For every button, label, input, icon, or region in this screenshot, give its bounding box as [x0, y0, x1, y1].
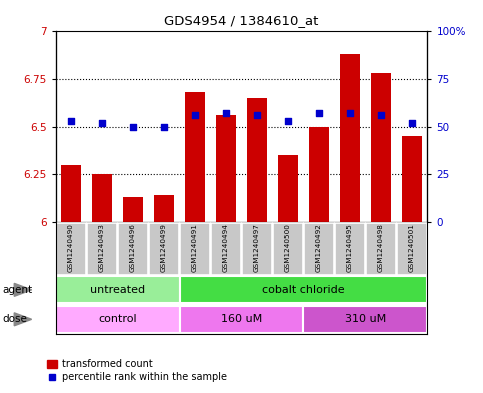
Bar — [247, 98, 267, 222]
Bar — [118, 222, 148, 275]
Text: GSM1240496: GSM1240496 — [130, 223, 136, 272]
Bar — [371, 73, 391, 222]
Text: untreated: untreated — [90, 285, 145, 295]
Text: cobalt chloride: cobalt chloride — [262, 285, 345, 295]
Bar — [123, 197, 143, 222]
Text: GSM1240501: GSM1240501 — [409, 223, 415, 272]
Point — [129, 123, 137, 130]
Bar — [303, 306, 427, 333]
Text: 310 uM: 310 uM — [345, 314, 386, 324]
Point — [191, 112, 199, 118]
Bar — [278, 155, 298, 222]
Bar — [92, 174, 112, 222]
Bar — [402, 136, 422, 222]
Text: GSM1240500: GSM1240500 — [285, 223, 291, 272]
Text: GSM1240499: GSM1240499 — [161, 223, 167, 272]
Text: agent: agent — [2, 285, 32, 295]
Bar — [397, 222, 427, 275]
Point — [98, 120, 106, 126]
Text: control: control — [98, 314, 137, 324]
Text: GSM1240494: GSM1240494 — [223, 223, 229, 272]
Bar — [149, 222, 179, 275]
Text: GSM1240491: GSM1240491 — [192, 223, 198, 272]
Bar — [56, 222, 86, 275]
Text: GSM1240495: GSM1240495 — [347, 223, 353, 272]
Bar — [340, 54, 360, 222]
Bar — [185, 92, 205, 222]
Bar — [180, 276, 427, 303]
Text: GDS4954 / 1384610_at: GDS4954 / 1384610_at — [164, 14, 319, 27]
Bar — [211, 222, 242, 275]
Bar — [56, 276, 180, 303]
Legend: transformed count, percentile rank within the sample: transformed count, percentile rank withi… — [43, 356, 231, 386]
Point — [377, 112, 385, 118]
Bar — [304, 222, 334, 275]
Bar — [242, 222, 272, 275]
Text: GSM1240492: GSM1240492 — [316, 223, 322, 272]
Point — [67, 118, 75, 124]
Text: dose: dose — [2, 314, 28, 324]
Point — [408, 120, 416, 126]
Bar — [86, 222, 117, 275]
Bar — [272, 222, 303, 275]
Point — [346, 110, 354, 117]
Bar — [180, 306, 303, 333]
Polygon shape — [14, 313, 32, 326]
Point — [222, 110, 230, 117]
Point — [284, 118, 292, 124]
Point — [253, 112, 261, 118]
Point — [315, 110, 323, 117]
Bar — [180, 222, 211, 275]
Text: GSM1240498: GSM1240498 — [378, 223, 384, 272]
Bar — [61, 165, 81, 222]
Bar — [335, 222, 365, 275]
Bar — [154, 195, 174, 222]
Polygon shape — [14, 283, 32, 296]
Bar — [56, 306, 180, 333]
Bar — [309, 127, 329, 222]
Text: GSM1240490: GSM1240490 — [68, 223, 74, 272]
Text: GSM1240497: GSM1240497 — [254, 223, 260, 272]
Text: GSM1240493: GSM1240493 — [99, 223, 105, 272]
Point — [160, 123, 168, 130]
Bar — [366, 222, 397, 275]
Text: 160 uM: 160 uM — [221, 314, 262, 324]
Bar — [216, 115, 236, 222]
